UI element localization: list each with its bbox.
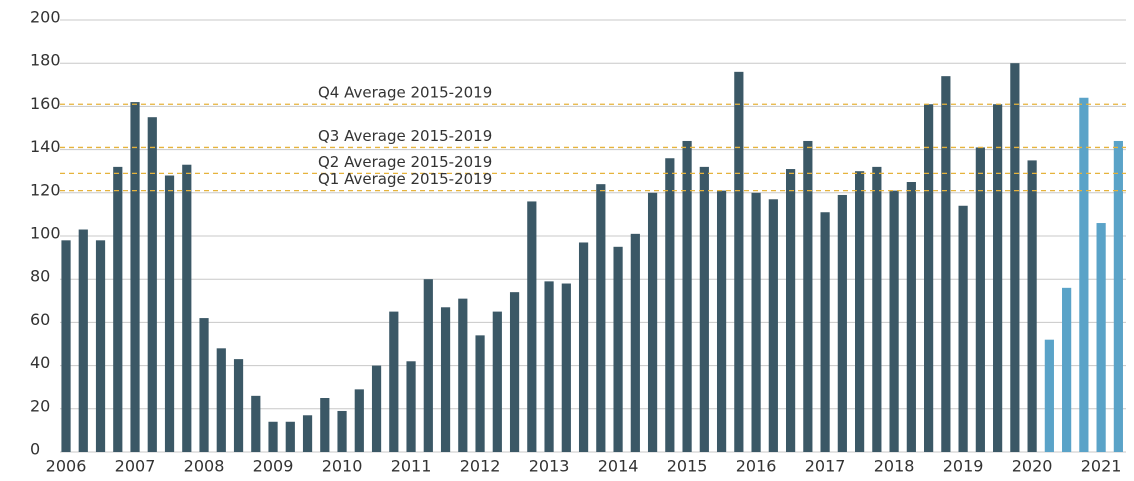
x-tick-label: 2012 [460,457,501,476]
bar [734,71,744,452]
bar [492,311,502,452]
bar [423,279,433,452]
bar [630,233,640,452]
bar [975,147,985,452]
bar [1113,140,1123,452]
bar [354,389,364,452]
bar [803,140,813,452]
bar [285,421,295,452]
bar [440,307,451,452]
x-tick-label: 2016 [736,457,777,476]
bar [130,102,140,452]
bar [958,205,968,452]
x-tick-label: 2009 [253,457,294,476]
y-tick-label: 40 [30,353,50,372]
x-tick-label: 2021 [1081,457,1122,476]
bar [509,292,520,452]
bar [906,182,916,452]
bar [233,359,244,452]
bar [613,246,623,452]
bar [751,192,761,453]
bar [993,104,1003,453]
x-tick-label: 2018 [874,457,915,476]
x-tick-label: 2010 [322,457,363,476]
bar [268,421,278,452]
bar [889,190,899,452]
x-tick-label: 2020 [1012,457,1053,476]
y-tick-label: 20 [30,396,50,415]
bar [389,311,399,452]
bar [941,76,951,452]
bar [458,298,468,452]
bar [1062,287,1072,452]
y-tick-label: 120 [30,180,61,199]
bar [371,365,382,452]
x-tick-label: 2019 [943,457,984,476]
reference-label: Q3 Average 2015-2019 [318,127,492,145]
bar [924,104,934,453]
bar [665,158,675,453]
bar [527,201,537,452]
bar [1079,97,1089,452]
bar [716,190,727,452]
x-tick-label: 2013 [529,457,570,476]
bar [785,169,796,453]
bar [78,229,88,452]
bar [596,184,606,452]
bar [820,212,830,452]
bar [406,361,416,452]
reference-label: Q4 Average 2015-2019 [318,84,492,102]
y-tick-label: 0 [30,440,40,459]
x-tick-label: 2015 [667,457,708,476]
bar [544,281,554,452]
bar [182,164,192,452]
bar [199,318,209,452]
bar [147,117,157,452]
x-tick-label: 2007 [115,457,156,476]
bar [251,395,261,452]
bar [302,415,313,452]
bar [61,240,71,452]
bar [113,166,123,452]
bar [164,175,175,452]
bar [699,166,709,452]
y-tick-label: 80 [30,267,50,286]
bar [578,242,589,452]
y-tick-label: 100 [30,224,61,243]
x-tick-label: 2011 [391,457,432,476]
bar [475,335,485,452]
y-tick-label: 140 [30,137,61,156]
x-tick-label: 2006 [46,457,87,476]
reference-label: Q2 Average 2015-2019 [318,153,492,171]
bar [337,410,347,452]
bar [647,192,658,453]
bar [1044,339,1054,452]
x-tick-label: 2017 [805,457,846,476]
bar [95,240,106,452]
bar [1010,63,1020,452]
bar [768,199,778,452]
bar [320,398,330,452]
bar [1027,160,1037,452]
reference-label: Q1 Average 2015-2019 [318,170,492,188]
x-tick-label: 2014 [598,457,639,476]
bar [1096,223,1106,452]
y-tick-label: 200 [30,8,61,27]
y-tick-label: 60 [30,310,50,329]
x-tick-label: 2008 [184,457,225,476]
bar [837,194,847,452]
bar [216,348,226,452]
bar [855,171,865,452]
bar [872,166,882,452]
y-tick-label: 160 [30,94,61,113]
bar [682,140,692,452]
y-tick-label: 180 [30,51,61,70]
bar [561,283,571,452]
